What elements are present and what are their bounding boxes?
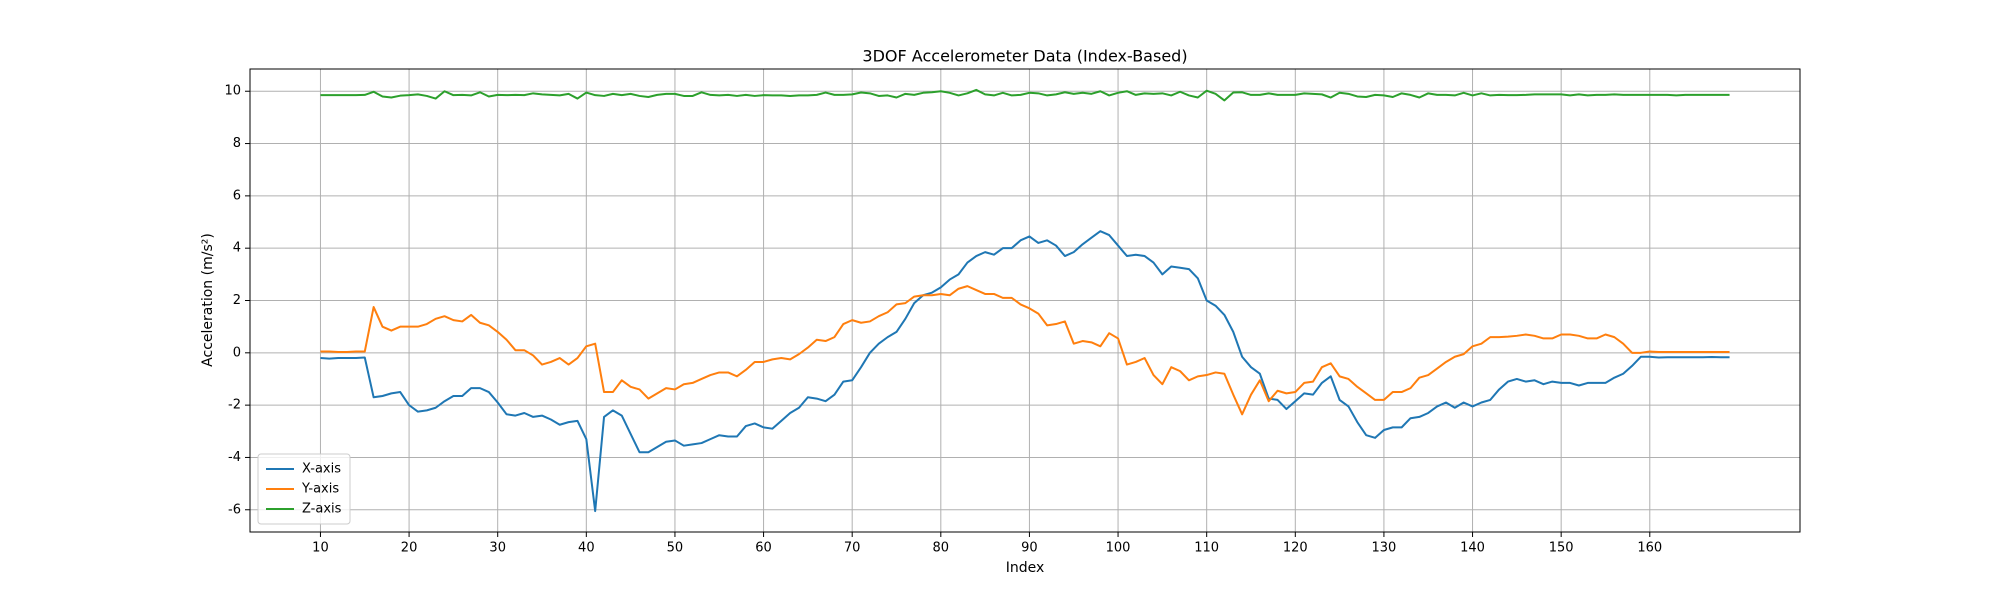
y-tick-label: 8 bbox=[233, 136, 241, 151]
x-tick-label: 40 bbox=[578, 541, 595, 556]
x-axis-label: Index bbox=[1006, 560, 1045, 576]
y-axis-label: Acceleration (m/s²) bbox=[200, 233, 216, 367]
x-tick-label: 10 bbox=[312, 541, 329, 556]
x-tick-label: 100 bbox=[1106, 541, 1131, 556]
x-tick-label: 130 bbox=[1372, 541, 1397, 556]
x-tick-label: 20 bbox=[401, 541, 418, 556]
x-tick-label: 30 bbox=[489, 541, 506, 556]
y-tick-label: -4 bbox=[228, 450, 241, 465]
x-tick-label: 60 bbox=[755, 541, 772, 556]
x-tick-label: 110 bbox=[1194, 541, 1219, 556]
data-line bbox=[320, 285, 1730, 416]
x-tick-label: 70 bbox=[844, 541, 861, 556]
legend: X-axis Y-axis Z-axis bbox=[257, 453, 351, 525]
y-tick-label: 0 bbox=[233, 345, 241, 360]
plot-frame bbox=[249, 68, 1801, 533]
legend-label: X-axis bbox=[302, 462, 341, 477]
y-tick-label: -2 bbox=[228, 398, 241, 413]
x-tick-label: 120 bbox=[1283, 541, 1308, 556]
x-tick-label: 150 bbox=[1549, 541, 1574, 556]
x-tick-label: 140 bbox=[1460, 541, 1485, 556]
legend-label: Z-axis bbox=[302, 502, 342, 517]
y-tick-label: 10 bbox=[224, 84, 241, 99]
x-tick-label: 80 bbox=[933, 541, 950, 556]
x-tick-label: 50 bbox=[667, 541, 684, 556]
y-tick-label: 4 bbox=[233, 241, 241, 256]
data-line bbox=[320, 230, 1730, 513]
x-tick-label: 90 bbox=[1021, 541, 1038, 556]
legend-box bbox=[257, 453, 351, 525]
legend-label: Y-axis bbox=[301, 482, 339, 497]
chart-title: 3DOF Accelerometer Data (Index-Based) bbox=[862, 47, 1187, 66]
data-line bbox=[320, 88, 1730, 102]
y-tick-label: 6 bbox=[233, 188, 241, 203]
y-tick-label: -6 bbox=[228, 502, 241, 517]
x-tick-label: 160 bbox=[1637, 541, 1662, 556]
y-tick-label: 2 bbox=[233, 293, 241, 308]
